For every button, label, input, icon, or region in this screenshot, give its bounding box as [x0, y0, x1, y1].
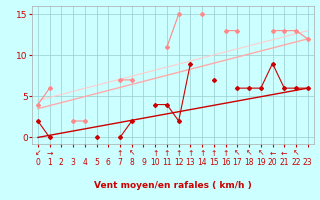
- Text: ↖: ↖: [234, 149, 241, 158]
- Text: ←: ←: [269, 149, 276, 158]
- Text: ↑: ↑: [199, 149, 205, 158]
- Text: ←: ←: [281, 149, 287, 158]
- Text: ↑: ↑: [117, 149, 123, 158]
- Text: ↑: ↑: [187, 149, 194, 158]
- X-axis label: Vent moyen/en rafales ( km/h ): Vent moyen/en rafales ( km/h ): [94, 181, 252, 190]
- Text: ↑: ↑: [152, 149, 158, 158]
- Text: ↖: ↖: [246, 149, 252, 158]
- Text: ↖: ↖: [129, 149, 135, 158]
- Text: →: →: [46, 149, 53, 158]
- Text: ↑: ↑: [222, 149, 229, 158]
- Text: ↖: ↖: [258, 149, 264, 158]
- Text: ↙: ↙: [35, 149, 41, 158]
- Text: ↑: ↑: [175, 149, 182, 158]
- Text: ↑: ↑: [211, 149, 217, 158]
- Text: ↖: ↖: [293, 149, 299, 158]
- Text: ↑: ↑: [164, 149, 170, 158]
